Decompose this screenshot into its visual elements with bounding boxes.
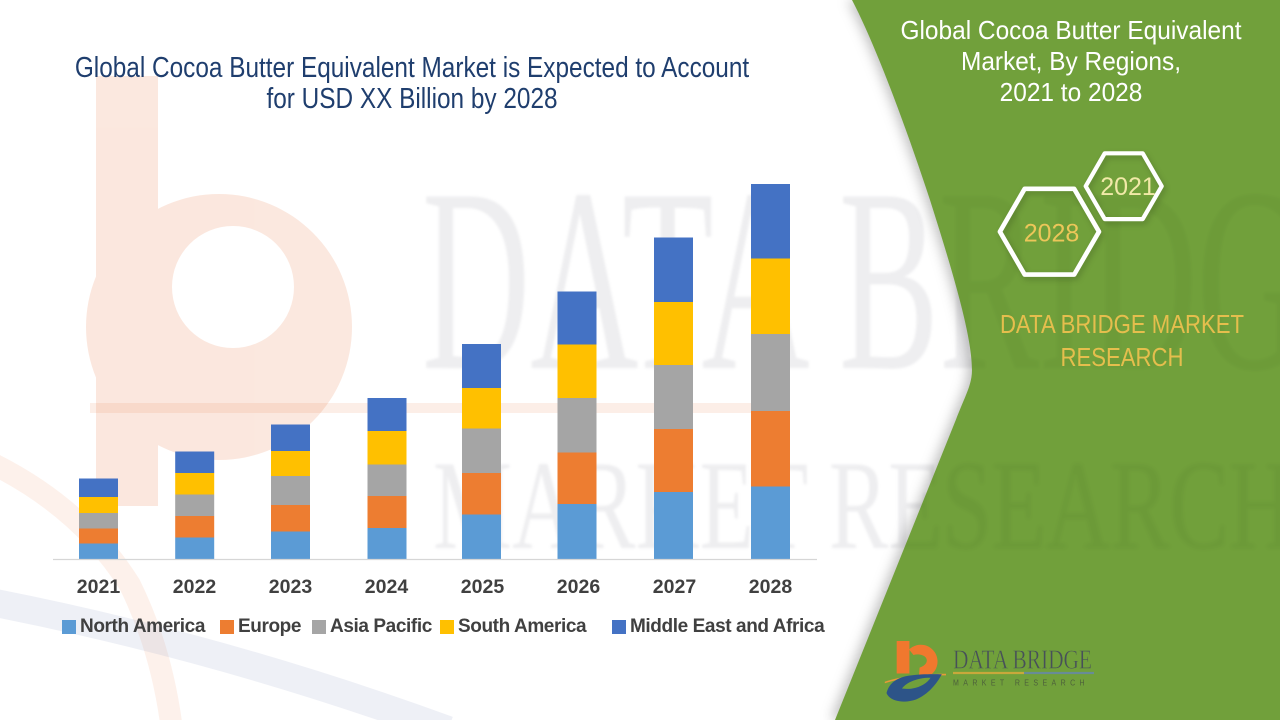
svg-text:MARKET RESEARCH: MARKET RESEARCH <box>953 679 1089 688</box>
svg-text:DATA BRIDGE: DATA BRIDGE <box>953 644 1092 675</box>
svg-text:2028: 2028 <box>1024 220 1080 248</box>
svg-text:2021: 2021 <box>1100 173 1156 201</box>
